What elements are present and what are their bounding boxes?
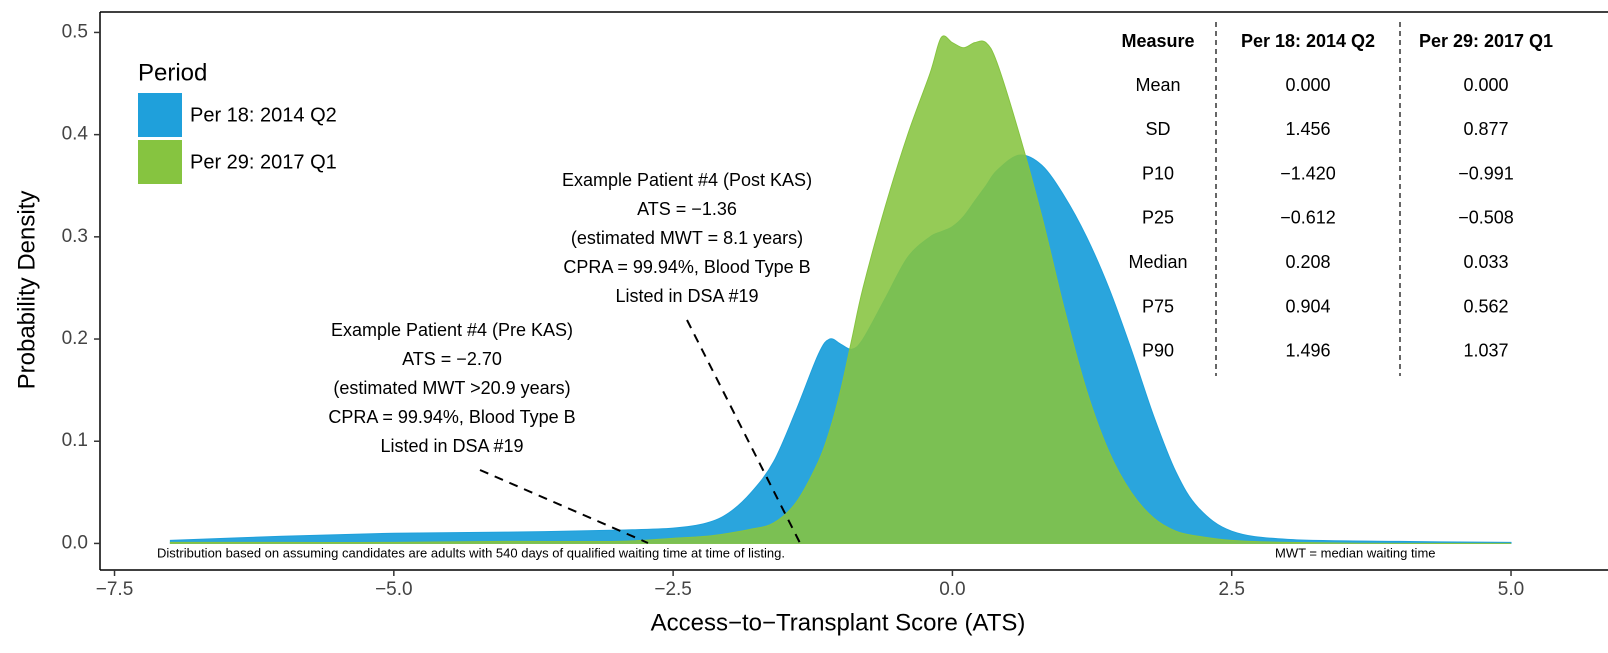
x-tick-label: 0.0	[939, 579, 965, 600]
y-tick-label: 0.1	[62, 430, 88, 451]
annotation-line: (estimated MWT >20.9 years)	[333, 378, 570, 398]
x-tick-label: 5.0	[1498, 579, 1524, 600]
table-cell: 0.000	[1463, 75, 1508, 95]
table-cell: 0.033	[1463, 252, 1508, 272]
table-cell: 1.456	[1285, 119, 1330, 139]
legend-title: Period	[138, 59, 207, 86]
y-tick-label: 0.3	[62, 226, 88, 247]
x-tick-label: −2.5	[654, 579, 692, 600]
density-area	[169, 35, 1512, 545]
footnote: MWT = median waiting time	[1275, 545, 1436, 560]
annotation-line: CPRA = 99.94%, Blood Type B	[328, 407, 575, 427]
x-tick-label: −5.0	[375, 579, 413, 600]
table-cell: 0.877	[1463, 119, 1508, 139]
annotation-line: (estimated MWT = 8.1 years)	[571, 228, 803, 248]
footnote: Distribution based on assuming candidate…	[157, 545, 785, 560]
annotation-line: Example Patient #4 (Post KAS)	[562, 170, 812, 190]
table-cell: −0.991	[1458, 163, 1514, 183]
legend-label: Per 29: 2017 Q1	[190, 151, 337, 173]
annotation-line: Listed in DSA #19	[615, 286, 758, 306]
y-axis-title: Probability Density	[13, 191, 40, 390]
table-cell: P10	[1142, 163, 1174, 183]
annotation-line: ATS = −2.70	[402, 349, 502, 369]
table-cell: 1.496	[1285, 341, 1330, 361]
annotation-line: Example Patient #4 (Pre KAS)	[331, 320, 573, 340]
annotation-pointer	[479, 469, 649, 544]
table-cell: −1.420	[1280, 163, 1336, 183]
legend-swatch	[138, 93, 182, 137]
annotation-pointer	[686, 319, 801, 544]
plot-area	[169, 35, 1512, 545]
y-tick-label: 0.2	[62, 328, 88, 349]
x-axis-title: Access−to−Transplant Score (ATS)	[651, 609, 1026, 636]
annotation-line: Listed in DSA #19	[380, 436, 523, 456]
table-cell: 1.037	[1463, 341, 1508, 361]
table-cell: P75	[1142, 296, 1174, 316]
x-tick-label: 2.5	[1219, 579, 1245, 600]
legend-swatch	[138, 140, 182, 184]
table-cell: P90	[1142, 341, 1174, 361]
x-tick-label: −7.5	[96, 579, 134, 600]
y-tick-label: 0.0	[62, 532, 88, 553]
y-tick-label: 0.4	[62, 124, 89, 145]
annotation-line: ATS = −1.36	[637, 199, 737, 219]
table-cell: Median	[1128, 252, 1187, 272]
table-cell: SD	[1145, 119, 1170, 139]
table-header: Per 29: 2017 Q1	[1419, 31, 1553, 51]
table-header: Measure	[1121, 31, 1194, 51]
table-cell: 0.000	[1285, 75, 1330, 95]
table-header: Per 18: 2014 Q2	[1241, 31, 1375, 51]
table-cell: Mean	[1135, 75, 1180, 95]
table-cell: −0.508	[1458, 208, 1514, 228]
table-cell: 0.208	[1285, 252, 1330, 272]
table-cell: 0.562	[1463, 296, 1508, 316]
table-cell: 0.904	[1285, 296, 1330, 316]
table-cell: −0.612	[1280, 208, 1336, 228]
y-tick-label: 0.5	[62, 21, 88, 42]
table-cell: P25	[1142, 208, 1174, 228]
annotation-line: CPRA = 99.94%, Blood Type B	[563, 257, 810, 277]
legend-label: Per 18: 2014 Q2	[190, 104, 337, 126]
